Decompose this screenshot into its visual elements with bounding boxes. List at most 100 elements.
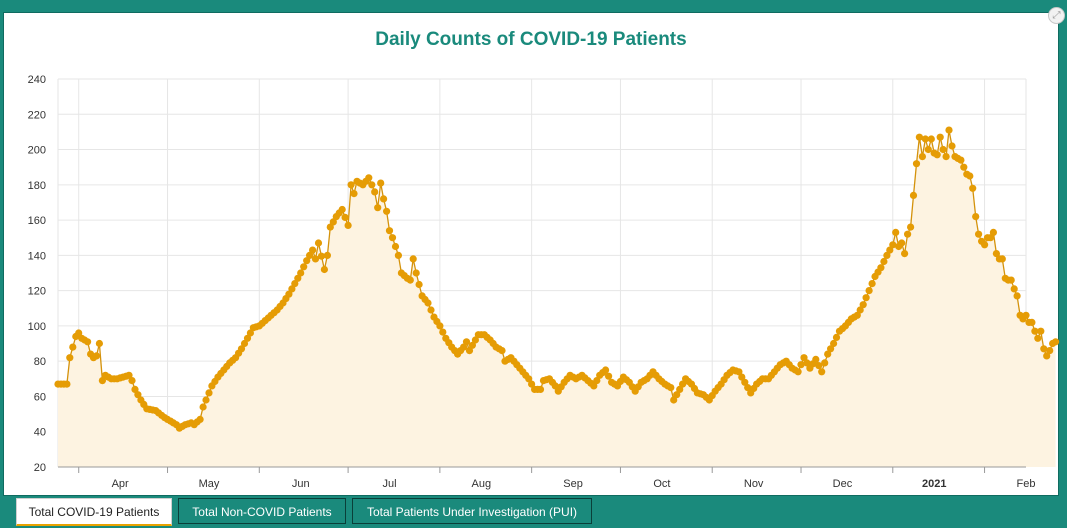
expand-icon[interactable]: ⤢ [1048,7,1065,24]
data-point [551,382,559,390]
y-tick-label: 140 [28,250,46,262]
data-point [915,133,924,141]
data-point [196,415,204,423]
data-point [205,389,213,397]
data-point [528,380,536,388]
y-tick-label: 240 [28,74,46,86]
data-point [439,328,447,336]
tab-bar: Total COVID-19 Patients Total Non-COVID … [0,496,1067,528]
data-point [347,181,355,189]
data-point [889,241,897,249]
data-point [605,372,613,380]
data-point [936,133,944,141]
data-point [673,391,681,399]
area-fill-path [58,130,1056,467]
data-point [1007,276,1015,284]
data-point [998,255,1006,263]
data-point [350,190,358,198]
data-point [92,352,101,360]
data-point [291,280,299,288]
data-point [966,172,974,180]
data-point [812,355,820,363]
data-point [853,311,861,319]
data-point [338,205,346,214]
data-point [243,334,252,342]
data-point [294,274,302,282]
data-point [942,153,950,161]
data-point [66,354,74,362]
data-point [981,241,989,249]
data-point [471,336,479,344]
data-point [670,396,678,404]
data-point [865,287,873,295]
data-point [898,239,906,247]
data-point [202,396,210,404]
data-point [912,160,921,168]
data-point [676,385,684,393]
data-point [131,385,139,393]
data-point [1037,327,1045,335]
data-point [1040,345,1048,353]
data-point [862,294,870,302]
data-point [1046,347,1054,355]
data-point [237,345,246,353]
data-point [95,339,103,348]
data-point [468,341,476,349]
data-point [498,347,506,355]
data-point [830,339,838,348]
area-fill [58,130,1056,467]
data-point [927,135,935,143]
data-point [803,359,811,367]
y-tick-label: 220 [28,109,46,121]
data-point [989,228,998,236]
data-point [380,195,388,203]
data-point [992,250,1001,258]
data-point [738,373,746,381]
y-tick-label: 80 [34,356,46,368]
x-tick-label: 2021 [922,478,946,490]
data-point [240,339,249,348]
data-point [824,350,832,358]
tab-total-non-covid[interactable]: Total Non-COVID Patients [178,498,346,524]
data-point [602,366,610,374]
data-point [957,156,965,164]
x-axis: Apr May Jun Jul Aug Sep Oct Nov Dec 2021 Feb [58,466,1036,490]
data-point [797,361,805,369]
x-tick-label: Jul [383,478,397,490]
data-point [815,362,823,370]
data-point [667,384,675,392]
tab-total-pui[interactable]: Total Patients Under Investigation (PUI) [352,498,592,524]
data-point [1043,352,1051,360]
data-point [288,285,296,293]
data-point [1052,338,1060,346]
data-point [939,145,947,154]
data-point [741,378,749,386]
data-point [391,242,400,251]
data-point [199,403,207,411]
data-point [907,223,915,231]
data-point [285,290,293,298]
data-point [427,306,435,314]
data-point [735,368,743,376]
data-point [326,223,334,231]
data-point [341,213,349,221]
data-point [465,347,474,355]
data-point [436,322,444,330]
data-point [412,269,420,277]
y-tick-label: 100 [28,321,46,333]
data-point [344,221,352,229]
data-point [374,204,382,212]
data-point [880,257,888,266]
data-point [794,368,802,376]
data-point [246,329,254,337]
y-tick-label: 40 [34,427,46,439]
data-point [424,299,432,307]
data-point [406,276,414,284]
data-point [125,371,133,379]
data-point [924,145,932,154]
x-tick-label: Sep [563,478,583,490]
data-point [377,179,385,187]
tab-total-covid[interactable]: Total COVID-19 Patients [16,498,172,526]
x-tick-label: Feb [1017,478,1036,490]
data-point [877,264,885,272]
